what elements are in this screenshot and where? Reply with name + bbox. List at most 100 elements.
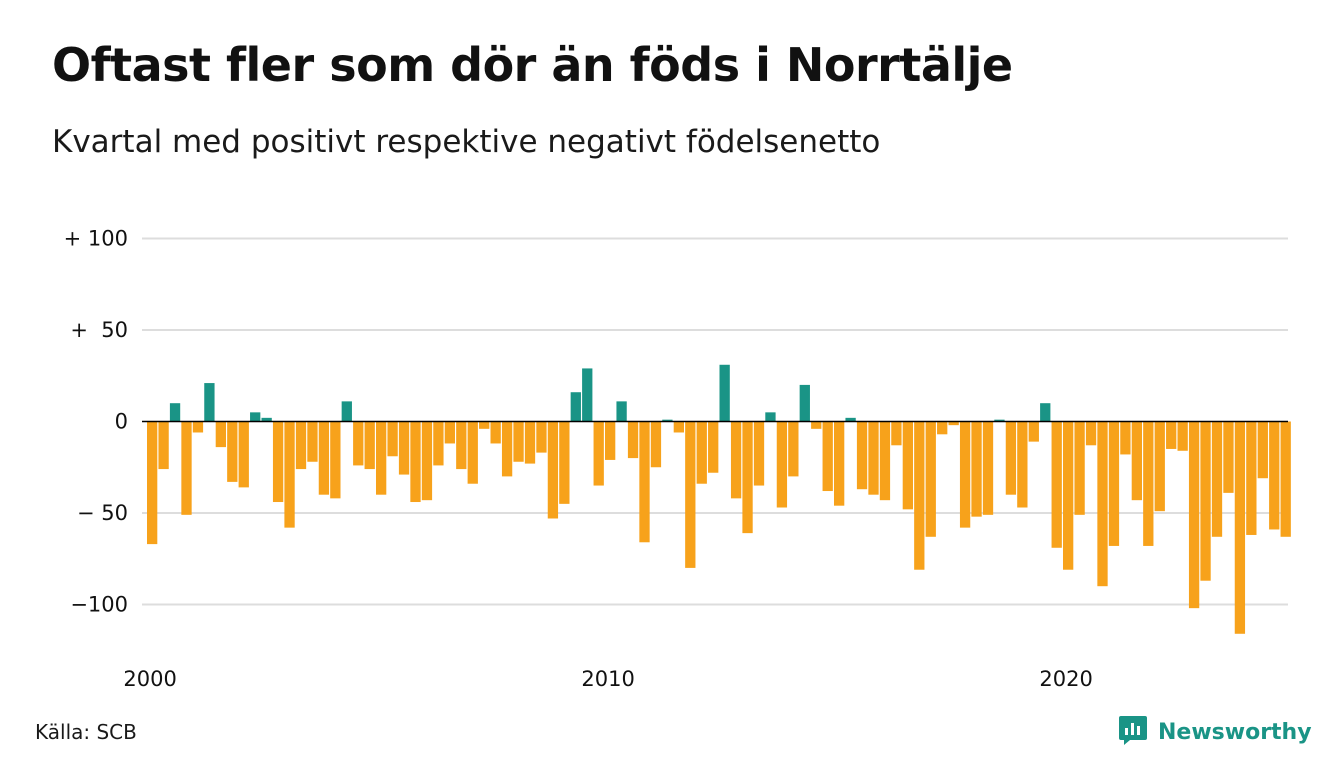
- bar-q2: [158, 421, 169, 470]
- bar-q80: [1051, 421, 1062, 548]
- bar-q21: [376, 421, 387, 495]
- bar-q12: [272, 421, 284, 503]
- bar-q41: [605, 421, 616, 460]
- bar-q95: [1223, 421, 1234, 493]
- bar-q56: [776, 421, 788, 508]
- bar-q62: [845, 417, 856, 422]
- bar-q26: [433, 421, 444, 466]
- bar-q39: [582, 368, 593, 422]
- y-tick-label: − 50: [77, 501, 128, 525]
- bar-q82: [1074, 421, 1085, 515]
- bar-q60: [822, 421, 833, 492]
- bar-q44: [639, 421, 650, 543]
- bar-q34: [524, 421, 536, 464]
- newsworthy-logo-icon: [1118, 714, 1148, 750]
- bar-q49: [696, 421, 707, 484]
- bar-q45: [650, 421, 662, 468]
- bar-q89: [1154, 421, 1165, 512]
- bar-q20: [364, 421, 375, 470]
- bar-q71: [948, 421, 959, 426]
- bar-q15: [307, 421, 318, 462]
- bar-q64: [868, 421, 879, 495]
- bar-q63: [856, 421, 868, 490]
- bar-q54: [753, 421, 765, 486]
- bar-q65: [879, 421, 891, 501]
- bar-q66: [891, 421, 902, 446]
- bar-q16: [318, 421, 330, 495]
- bar-q52: [730, 421, 742, 499]
- x-tick-label: 2010: [581, 667, 634, 691]
- bar-q33: [513, 421, 524, 462]
- bar-q90: [1166, 421, 1177, 449]
- bar-q100: [1280, 421, 1291, 537]
- bar-q99: [1269, 421, 1280, 530]
- bar-q38: [570, 392, 581, 422]
- brand-logo[interactable]: Newsworthy: [1118, 714, 1312, 750]
- bar-q97: [1246, 421, 1257, 535]
- bar-q32: [501, 421, 513, 477]
- x-axis-ticks: 2000 2010 2020: [123, 667, 1092, 691]
- bar-q31: [490, 421, 501, 444]
- bars: [147, 364, 1291, 634]
- bar-q7: [215, 421, 226, 448]
- bar-q19: [353, 421, 364, 466]
- bar-q83: [1085, 421, 1097, 446]
- bar-q27: [444, 421, 455, 444]
- bar-q10: [250, 412, 261, 422]
- bar-q74: [982, 421, 994, 515]
- bar-q14: [295, 421, 307, 470]
- bar-q1: [147, 421, 158, 545]
- bar-q57: [788, 421, 799, 477]
- bar-q47: [673, 421, 684, 433]
- bar-q78: [1028, 421, 1039, 442]
- bar-q76: [1005, 421, 1017, 495]
- bar-q55: [765, 412, 776, 422]
- bar-q67: [902, 421, 913, 510]
- bar-q93: [1200, 421, 1211, 581]
- source-note: Källa: SCB: [35, 720, 137, 744]
- chart-subtitle: Kvartal med positivt respektive negativt…: [52, 124, 881, 160]
- bar-q13: [284, 421, 295, 528]
- bar-q86: [1120, 421, 1131, 455]
- bar-q94: [1211, 421, 1223, 537]
- bar-q23: [398, 421, 410, 475]
- bar-q73: [971, 421, 982, 517]
- bar-q69: [925, 421, 936, 537]
- bar-q43: [627, 421, 639, 459]
- grid-lines: [142, 237, 1288, 606]
- y-tick-label: + 100: [64, 227, 128, 251]
- bar-q91: [1177, 421, 1188, 451]
- bar-q24: [410, 421, 421, 503]
- bar-q25: [421, 421, 433, 501]
- x-tick-label: 2020: [1039, 667, 1092, 691]
- bar-q98: [1257, 421, 1268, 479]
- y-tick-label: 0: [115, 410, 128, 434]
- bar-q35: [536, 421, 547, 453]
- bar-q75: [994, 419, 1005, 422]
- bar-q30: [479, 421, 490, 429]
- bar-q22: [387, 421, 398, 457]
- bar-q28: [456, 421, 467, 470]
- bar-q9: [238, 421, 249, 488]
- bar-q96: [1234, 421, 1246, 634]
- bar-q59: [811, 421, 822, 429]
- bar-q40: [593, 421, 604, 486]
- x-tick-label: 2000: [123, 667, 176, 691]
- bar-q36: [547, 421, 559, 519]
- brand-name: Newsworthy: [1158, 719, 1312, 745]
- bar-q11: [261, 417, 272, 422]
- bar-q3: [169, 403, 181, 422]
- bar-q85: [1108, 421, 1120, 546]
- bar-q50: [708, 421, 719, 473]
- bar-q68: [914, 421, 925, 570]
- bar-q18: [341, 401, 352, 422]
- bar-q51: [719, 364, 730, 422]
- bar-q84: [1097, 421, 1108, 587]
- y-axis-ticks: + 100 + 50 0 − 50 −100: [64, 227, 128, 617]
- y-tick-label: −100: [70, 593, 128, 617]
- bar-q37: [559, 421, 570, 504]
- bar-q70: [937, 421, 948, 435]
- bar-q61: [834, 421, 845, 506]
- bar-q81: [1063, 421, 1074, 570]
